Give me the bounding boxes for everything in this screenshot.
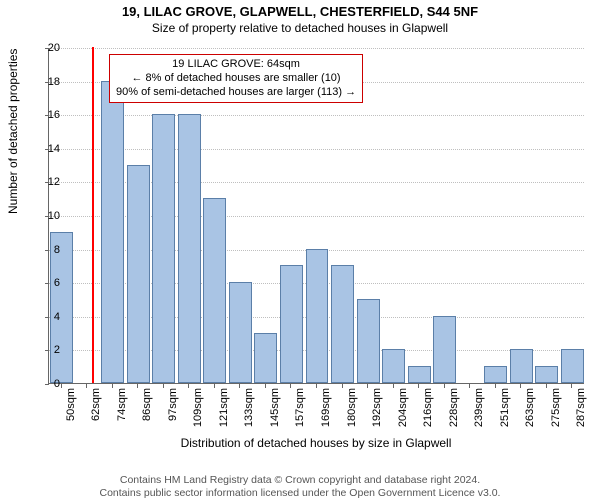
y-tick-label: 12 [36, 176, 60, 188]
bar [280, 265, 303, 383]
x-tick-label: 275sqm [550, 388, 562, 427]
bar [484, 366, 507, 383]
y-tick-label: 16 [36, 109, 60, 121]
y-tick-label: 2 [36, 344, 60, 356]
x-tick-label: 121sqm [218, 388, 230, 427]
x-tick-label: 86sqm [141, 388, 153, 421]
y-tick-label: 14 [36, 143, 60, 155]
x-tick-label: 216sqm [422, 388, 434, 427]
bar [535, 366, 558, 383]
bar [382, 349, 405, 383]
marker-line [92, 47, 94, 383]
x-tick-label: 109sqm [192, 388, 204, 427]
x-tick-label: 251sqm [499, 388, 511, 427]
footer-line-2: Contains public sector information licen… [0, 487, 600, 500]
gridline [49, 115, 584, 116]
bar [306, 249, 329, 383]
footer-line-1: Contains HM Land Registry data © Crown c… [0, 474, 600, 487]
x-tick-label: 145sqm [269, 388, 281, 427]
annotation-line-1: 19 LILAC GROVE: 64sqm [116, 58, 356, 72]
x-tick-label: 263sqm [524, 388, 536, 427]
gridline [49, 48, 584, 49]
bar [152, 114, 175, 383]
chart-area: 19 LILAC GROVE: 64sqm← 8% of detached ho… [48, 48, 584, 420]
x-tick-label: 204sqm [397, 388, 409, 427]
x-tick-label: 74sqm [116, 388, 128, 421]
bar [203, 198, 226, 383]
bar [127, 165, 150, 383]
page-title: 19, LILAC GROVE, GLAPWELL, CHESTERFIELD,… [0, 4, 600, 19]
plot-region: 19 LILAC GROVE: 64sqm← 8% of detached ho… [48, 48, 584, 384]
y-tick-label: 10 [36, 210, 60, 222]
x-tick-label: 192sqm [371, 388, 383, 427]
x-tick-label: 133sqm [243, 388, 255, 427]
x-tick-label: 50sqm [65, 388, 77, 421]
annotation-line-3: 90% of semi-detached houses are larger (… [116, 86, 356, 100]
bar [357, 299, 380, 383]
annotation-line-2: ← 8% of detached houses are smaller (10) [116, 72, 356, 86]
x-tick-label: 157sqm [294, 388, 306, 427]
x-tick-label: 169sqm [320, 388, 332, 427]
y-tick-label: 8 [36, 244, 60, 256]
x-axis-label: Distribution of detached houses by size … [48, 436, 584, 450]
y-tick-label: 4 [36, 311, 60, 323]
y-tick-label: 6 [36, 277, 60, 289]
x-tick-label: 239sqm [473, 388, 485, 427]
y-tick-label: 0 [36, 378, 60, 390]
annotation-box: 19 LILAC GROVE: 64sqm← 8% of detached ho… [109, 54, 363, 103]
y-tick-label: 20 [36, 42, 60, 54]
x-tick-label: 62sqm [90, 388, 102, 421]
page-subtitle: Size of property relative to detached ho… [0, 21, 600, 35]
x-tick-label: 287sqm [575, 388, 587, 427]
y-axis-label: Number of detached properties [6, 49, 20, 214]
x-tick-label: 228sqm [448, 388, 460, 427]
x-tick-label: 97sqm [167, 388, 179, 421]
bar [101, 81, 124, 383]
bar [254, 333, 277, 383]
bar [433, 316, 456, 383]
bar [510, 349, 533, 383]
bar [408, 366, 431, 383]
footer-attribution: Contains HM Land Registry data © Crown c… [0, 474, 600, 500]
y-tick-label: 18 [36, 76, 60, 88]
bar [561, 349, 584, 383]
x-tick-label: 180sqm [346, 388, 358, 427]
bar [331, 265, 354, 383]
bar [178, 114, 201, 383]
gridline [49, 149, 584, 150]
bar [229, 282, 252, 383]
